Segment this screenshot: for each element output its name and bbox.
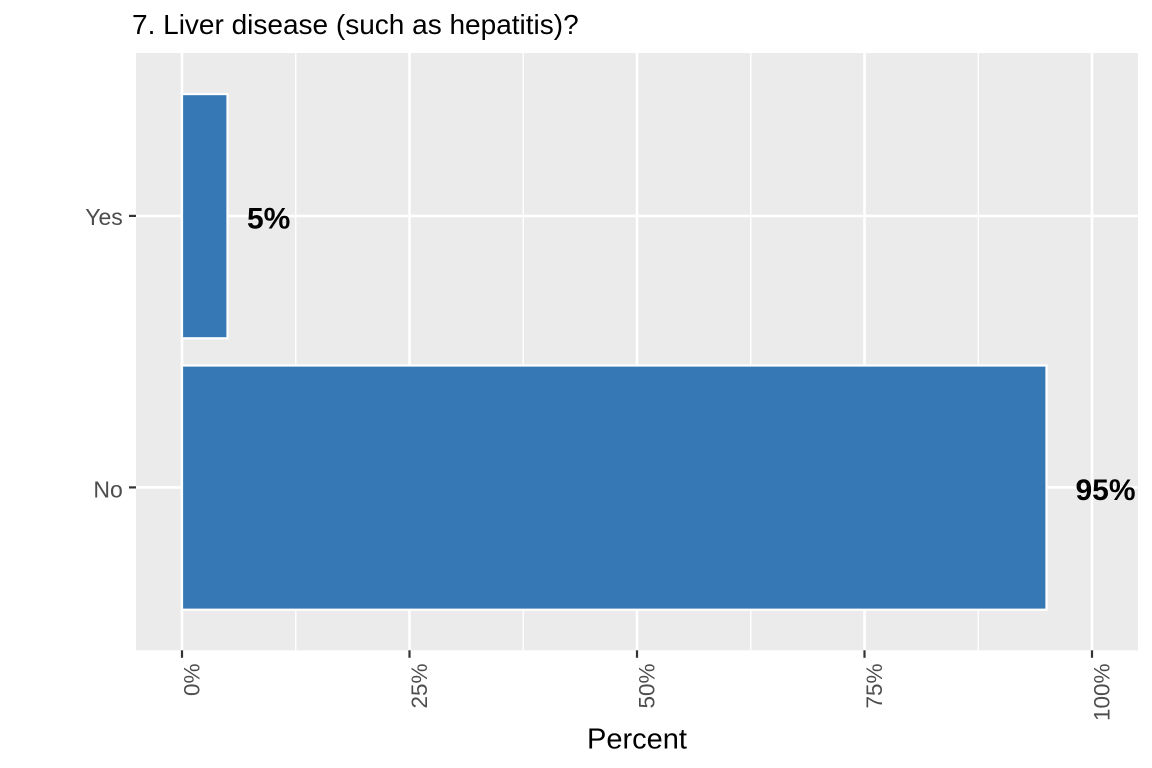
svg-text:7. Liver disease (such as hepa: 7. Liver disease (such as hepatitis)? <box>132 9 579 40</box>
svg-text:50%: 50% <box>634 664 659 709</box>
svg-text:5%: 5% <box>247 202 290 235</box>
svg-text:100%: 100% <box>1089 664 1114 722</box>
svg-text:Yes: Yes <box>85 204 123 230</box>
svg-text:Percent: Percent <box>587 724 687 756</box>
svg-text:No: No <box>93 476 122 502</box>
svg-text:25%: 25% <box>407 664 432 709</box>
svg-text:95%: 95% <box>1076 474 1136 507</box>
svg-text:0%: 0% <box>179 664 204 697</box>
svg-text:75%: 75% <box>862 664 887 709</box>
